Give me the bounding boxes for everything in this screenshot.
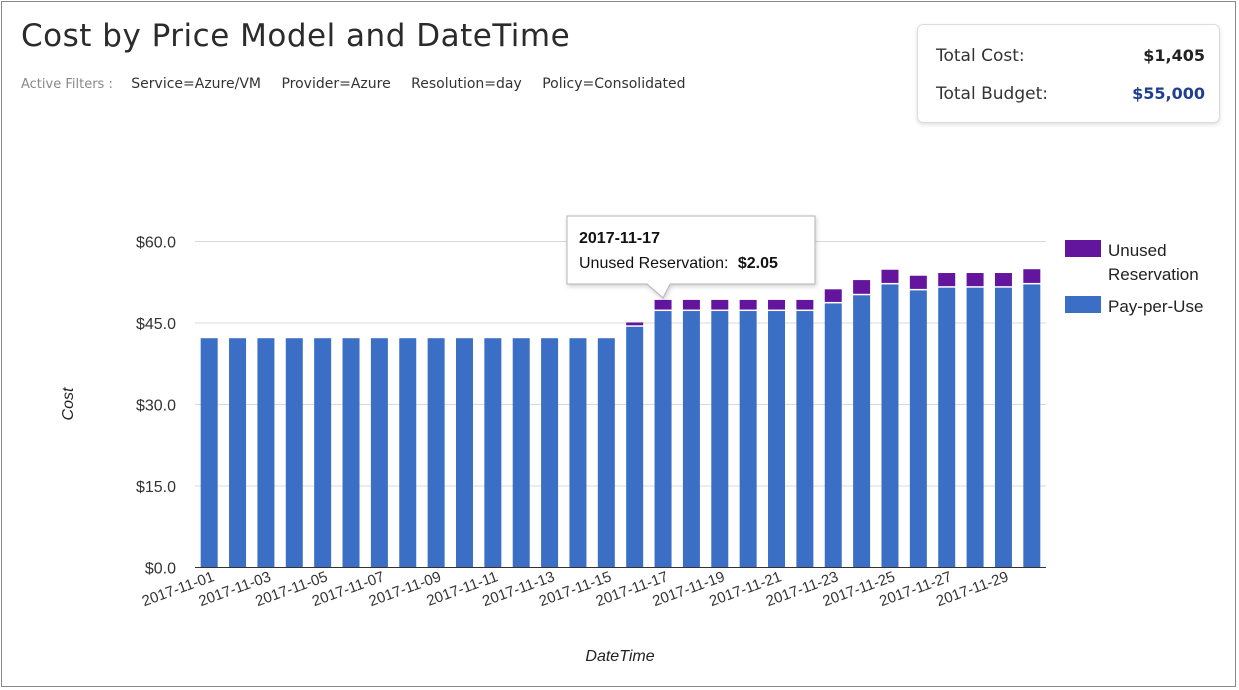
y-axis-ticks: $0.0 $15.0 $30.0 $45.0 $60.0 — [136, 235, 176, 578]
tooltip-date: 2017-11-17 — [579, 230, 660, 247]
x-axis-ticks: 2017-11-012017-11-032017-11-052017-11-07… — [140, 568, 1011, 610]
bar-pay-per-use — [739, 311, 757, 568]
bar-unused-reservation — [768, 299, 786, 310]
bar-pay-per-use — [512, 338, 530, 568]
y-tick-label: $45.0 — [136, 316, 176, 333]
bar-pay-per-use — [626, 326, 644, 568]
legend-swatch-pay-per-use[interactable] — [1065, 296, 1101, 313]
bar-pay-per-use — [484, 338, 502, 568]
bar-unused-reservation — [796, 299, 814, 310]
filter-provider[interactable]: Provider=Azure — [281, 76, 391, 92]
bar-pay-per-use — [768, 311, 786, 568]
bar-pay-per-use — [796, 311, 814, 568]
chart-legend: Unused Reservation Pay-per-Use — [1065, 240, 1203, 316]
chart-bars — [200, 269, 1041, 568]
bar-pay-per-use — [654, 311, 672, 568]
bar-unused-reservation — [682, 299, 700, 310]
bar-pay-per-use — [342, 338, 360, 568]
tooltip-line: Unused Reservation: $2.05 — [579, 255, 778, 272]
bar-pay-per-use — [824, 303, 842, 568]
bar-unused-reservation — [1023, 269, 1041, 283]
bar-unused-reservation — [994, 273, 1012, 287]
tooltip-series-label: Unused Reservation: — [579, 255, 728, 272]
tooltip-value: $2.05 — [738, 255, 778, 272]
filter-service[interactable]: Service=Azure/VM — [131, 76, 261, 92]
bar-pay-per-use — [200, 338, 218, 568]
summary-card: Total Cost: $1,405 Total Budget: $55,000 — [917, 24, 1220, 123]
bar-unused-reservation — [909, 275, 927, 289]
active-filters: Active Filters : Service=Azure/VM Provid… — [21, 76, 702, 92]
active-filters-label: Active Filters : — [21, 77, 113, 92]
bar-unused-reservation — [626, 322, 644, 326]
bar-pay-per-use — [682, 311, 700, 568]
bar-pay-per-use — [881, 284, 899, 568]
bar-pay-per-use — [285, 338, 303, 568]
bar-pay-per-use — [569, 338, 587, 568]
bar-unused-reservation — [654, 299, 672, 310]
bar-pay-per-use — [257, 338, 275, 568]
bar-unused-reservation — [966, 273, 984, 287]
bar-pay-per-use — [711, 311, 729, 568]
filter-resolution[interactable]: Resolution=day — [411, 76, 522, 92]
bar-unused-reservation — [881, 269, 899, 283]
bar-pay-per-use — [427, 338, 445, 568]
y-tick-label: $15.0 — [136, 479, 176, 496]
legend-label-unused-line1: Unused — [1108, 241, 1167, 260]
total-cost-label: Total Cost: — [936, 46, 1025, 66]
y-axis-title: Cost — [60, 387, 77, 420]
y-tick-label: $30.0 — [136, 398, 176, 415]
bar-pay-per-use — [455, 338, 473, 568]
total-budget-label: Total Budget: — [936, 84, 1048, 104]
chart-tooltip: 2017-11-17 Unused Reservation: $2.05 — [566, 215, 816, 299]
legend-label-pay-per-use[interactable]: Pay-per-Use — [1108, 297, 1203, 316]
bar-pay-per-use — [966, 287, 984, 568]
legend-label-unused-reservation[interactable]: Unused Reservation — [1108, 241, 1199, 284]
bar-pay-per-use — [853, 295, 871, 568]
y-tick-label: $60.0 — [136, 235, 176, 252]
bar-pay-per-use — [314, 338, 332, 568]
bar-pay-per-use — [597, 338, 615, 568]
bar-pay-per-use — [229, 338, 247, 568]
filter-policy[interactable]: Policy=Consolidated — [542, 76, 686, 92]
bar-pay-per-use — [938, 287, 956, 568]
bar-unused-reservation — [853, 280, 871, 294]
y-tick-label: $0.0 — [145, 561, 176, 578]
bar-unused-reservation — [938, 273, 956, 287]
bar-pay-per-use — [1023, 284, 1041, 568]
legend-label-unused-line2: Reservation — [1108, 265, 1199, 284]
total-budget-value: $55,000 — [1132, 84, 1205, 103]
bar-pay-per-use — [909, 290, 927, 568]
bar-pay-per-use — [994, 287, 1012, 568]
legend-swatch-unused-reservation[interactable] — [1065, 240, 1101, 257]
page-title: Cost by Price Model and DateTime — [21, 18, 571, 54]
bar-pay-per-use — [399, 338, 417, 568]
bar-unused-reservation — [739, 299, 757, 310]
bar-unused-reservation — [824, 289, 842, 302]
total-cost-value: $1,405 — [1143, 46, 1205, 65]
bar-pay-per-use — [370, 338, 388, 568]
tooltip-box — [566, 215, 816, 299]
bar-unused-reservation — [711, 299, 729, 310]
bar-pay-per-use — [541, 338, 559, 568]
x-axis-title: DateTime — [585, 648, 654, 665]
